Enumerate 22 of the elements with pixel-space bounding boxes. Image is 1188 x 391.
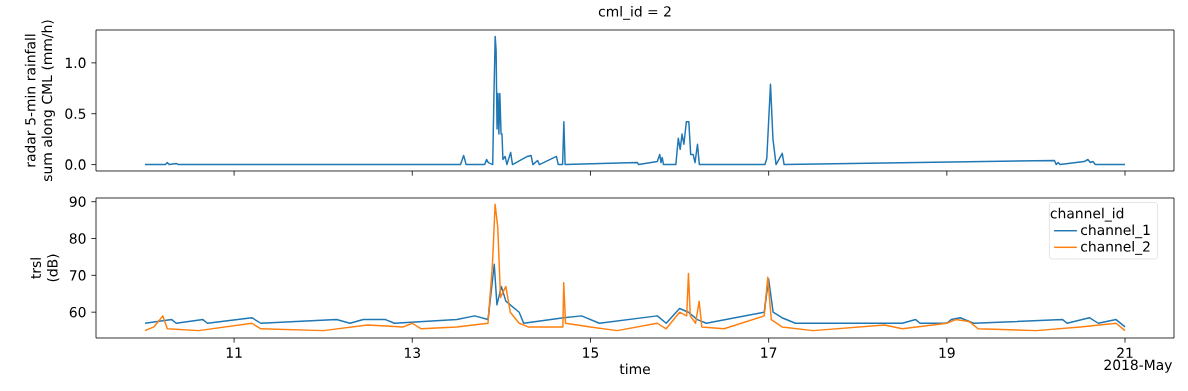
x-tick-label: 21 xyxy=(1117,347,1133,358)
text: 2018-May xyxy=(1104,359,1172,373)
y-axis-title: trsl (dB) xyxy=(30,254,60,282)
x-tick-label: 11 xyxy=(226,347,242,358)
legend-label: channel_1 xyxy=(1081,224,1150,239)
legend-title: channel_id xyxy=(1050,207,1124,222)
y-tick-label: 0.5 xyxy=(65,108,86,119)
y-tick-label: 0.0 xyxy=(65,159,86,170)
x-tick-label: 19 xyxy=(939,347,955,359)
y-tick-label: 80 xyxy=(69,233,86,244)
line-series xyxy=(144,35,1126,166)
y-axis-title: radar 5-min rainfall sum along CML (mm/h) xyxy=(24,20,55,181)
y-tick-label: 90 xyxy=(69,196,86,207)
y-tick-label: 60 xyxy=(69,306,86,318)
x-tick-label: 13 xyxy=(404,347,420,359)
y-tick-label: 70 xyxy=(69,270,86,281)
chart-title: cml_id = 2 xyxy=(598,5,671,20)
legend-label: channel_2 xyxy=(1081,241,1150,255)
x-tick-label: 15 xyxy=(583,347,599,358)
y-tick-label: 1.0 xyxy=(65,57,86,69)
x-tick-label: 17 xyxy=(761,347,777,358)
x-axis-title: time xyxy=(619,363,650,375)
